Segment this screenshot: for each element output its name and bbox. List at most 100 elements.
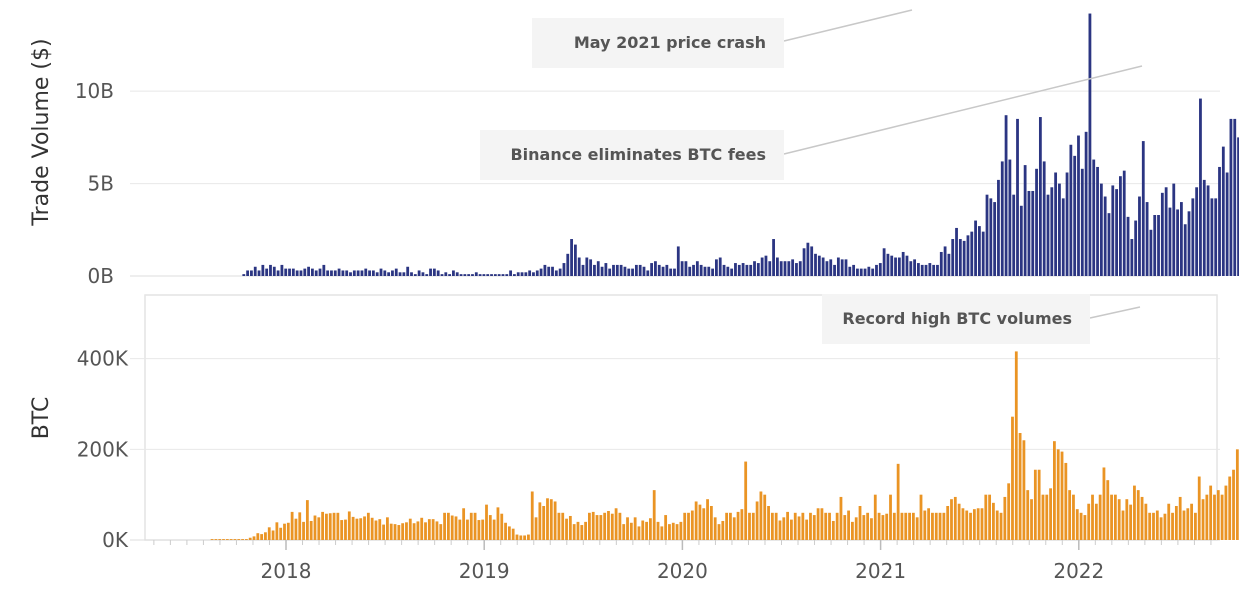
bar <box>371 270 375 276</box>
bar <box>958 239 962 276</box>
bar <box>416 521 420 540</box>
bar <box>408 518 412 540</box>
bar <box>668 524 671 540</box>
annotation-box <box>480 130 784 180</box>
bar <box>774 512 778 540</box>
bar <box>406 266 410 276</box>
x-tick-label: 2018 <box>261 559 312 583</box>
bar <box>713 517 717 540</box>
bar <box>265 268 269 276</box>
bar <box>505 274 509 276</box>
bar <box>1237 137 1239 276</box>
annotation-record-high-btc: Record high BTC volumes <box>822 294 1141 344</box>
bar <box>294 518 298 540</box>
bar <box>1031 190 1035 276</box>
bar <box>665 264 669 276</box>
bar <box>580 525 584 540</box>
bar <box>345 270 349 276</box>
bar <box>614 508 618 540</box>
bar <box>436 270 440 276</box>
bar <box>398 272 402 276</box>
bar <box>283 523 286 540</box>
bar <box>894 257 897 276</box>
bar <box>984 494 988 540</box>
bar <box>669 268 673 276</box>
bar <box>1064 462 1068 540</box>
bar <box>326 270 330 276</box>
bar <box>1041 494 1045 540</box>
bar <box>1125 499 1129 540</box>
bar <box>1205 494 1209 540</box>
bar <box>325 513 328 540</box>
bar <box>532 272 535 276</box>
bar <box>721 520 725 540</box>
bar <box>882 248 886 276</box>
bar <box>905 255 909 276</box>
annotation-label: May 2021 price crash <box>574 33 766 52</box>
bar <box>1014 351 1018 540</box>
bar <box>871 268 875 276</box>
bar <box>824 512 828 540</box>
bar <box>1141 141 1145 276</box>
bar <box>596 261 600 276</box>
bar <box>1121 510 1125 540</box>
bar <box>992 502 995 540</box>
bar <box>290 511 294 540</box>
bar <box>1155 510 1159 540</box>
bar <box>951 239 955 276</box>
bar <box>417 270 421 276</box>
bar <box>999 512 1003 540</box>
bar <box>347 511 351 540</box>
bar <box>641 520 645 540</box>
bar <box>351 516 355 540</box>
bar <box>444 272 448 276</box>
bar <box>248 537 252 540</box>
btc-y-ticks: 0K 200K 400K <box>77 347 129 552</box>
bar <box>725 512 729 540</box>
bar <box>1111 185 1115 276</box>
bar <box>1035 168 1038 276</box>
bar <box>970 231 974 276</box>
bar <box>997 179 1000 276</box>
bar <box>764 255 768 276</box>
annotation-connector <box>783 65 1143 155</box>
bar <box>1046 194 1050 276</box>
bar <box>257 270 261 276</box>
bar <box>516 272 520 276</box>
bar <box>1030 499 1033 540</box>
bar <box>965 510 969 540</box>
bar <box>432 268 436 276</box>
bar <box>687 512 690 540</box>
bar <box>854 517 858 540</box>
bar <box>1003 496 1007 540</box>
bar <box>638 264 642 276</box>
bar <box>825 261 829 276</box>
bar <box>993 202 997 276</box>
bar <box>439 524 443 540</box>
bar <box>698 504 702 540</box>
bar <box>650 263 654 276</box>
bar <box>909 261 913 276</box>
bar <box>629 522 633 540</box>
bar <box>1172 183 1176 276</box>
bar <box>751 512 755 540</box>
bar <box>363 516 366 540</box>
bar <box>1080 168 1084 276</box>
bar <box>1199 98 1202 276</box>
bar <box>443 512 446 540</box>
bar <box>1091 494 1094 540</box>
annotation-box <box>532 18 784 68</box>
bar <box>543 264 547 276</box>
bar <box>1225 172 1229 276</box>
bar <box>790 519 793 540</box>
bar <box>1038 117 1042 276</box>
bar <box>881 515 885 540</box>
bar <box>851 521 854 540</box>
bar <box>1122 170 1126 276</box>
bar <box>1012 194 1016 276</box>
bar <box>375 272 379 276</box>
bar <box>370 517 374 540</box>
bar <box>562 263 566 276</box>
bar <box>538 502 542 540</box>
bar <box>340 520 344 540</box>
